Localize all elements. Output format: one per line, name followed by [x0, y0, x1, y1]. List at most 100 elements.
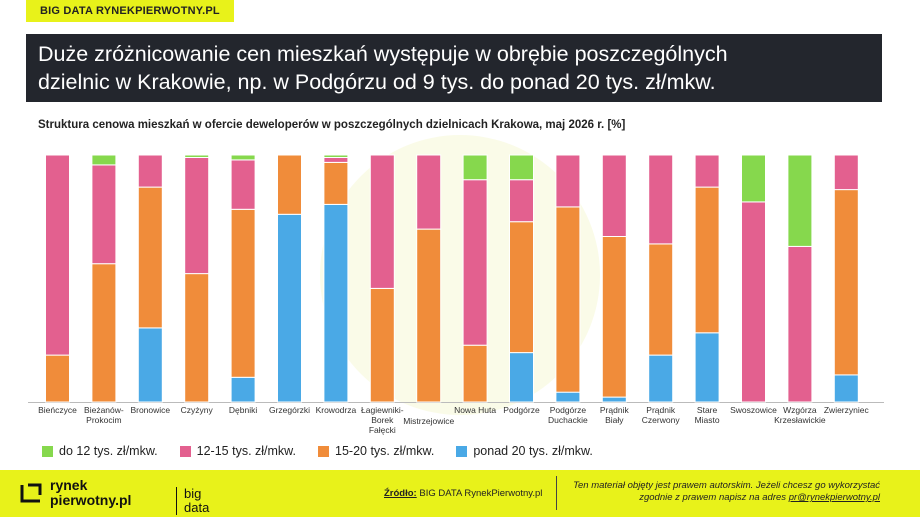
bar-segment-0-2 [45, 154, 70, 356]
bar-segment-10-1 [509, 221, 534, 354]
page-title: Duże zróżnicowanie cen mieszkań występuj… [26, 34, 882, 102]
x-tick-label-2-0: Bronowice [130, 405, 170, 415]
bar-segment-14-2 [694, 154, 720, 188]
bar-segment-17-1 [833, 189, 859, 376]
rynekpierwotny-logo: rynek pierwotny.pl big data [20, 477, 209, 515]
title-line-2: dzielnic w Krakowie, np. w Podgórzu od 9… [38, 70, 716, 94]
bar-segment-1-1 [91, 263, 117, 403]
legend-label: 15-20 tys. zł/mkw. [335, 444, 435, 458]
legend-swatch [456, 445, 468, 457]
copyright-note: Ten materiał objęty jest prawem autorski… [566, 480, 880, 504]
x-tick-label-12-1: Biały [605, 415, 624, 425]
bar-segment-8-2 [416, 154, 442, 230]
bar-segment-16-3 [787, 154, 813, 247]
bar-segment-6-3 [323, 154, 349, 158]
bar-segment-16-2 [787, 245, 813, 403]
bar-segment-8-1 [416, 228, 442, 403]
x-tick-label-1-0: Bieżanów- [84, 405, 124, 415]
chart-legend: do 12 tys. zł/mkw. 12-15 tys. zł/mkw. 15… [42, 444, 593, 458]
bar-segment-14-0 [694, 332, 720, 403]
x-tick-label-1-1: Prokocim [86, 415, 121, 425]
logo-mark-icon [20, 483, 42, 503]
bar-segment-3-2 [184, 157, 210, 275]
bar-segment-5-0 [277, 213, 302, 403]
logo-bigdata-line-1: big [184, 486, 202, 501]
bar-segment-10-0 [509, 352, 534, 403]
bar-segment-13-1 [648, 243, 674, 356]
bar-segment-7-2 [369, 154, 395, 289]
bar-segment-10-2 [509, 179, 534, 223]
copyright-line-2: zgodnie z prawem napisz na adres pr@ryne… [566, 492, 880, 504]
source-text: BIG DATA RynekPierwotny.pl [416, 488, 543, 499]
x-tick-label-17-0: Zwierzyniec [824, 405, 870, 415]
legend-item-under-12: do 12 tys. zł/mkw. [42, 444, 158, 458]
bar-segment-11-2 [555, 154, 581, 208]
legend-swatch [318, 445, 329, 457]
bar-segment-1-3 [91, 154, 117, 166]
legend-item-15-20: 15-20 tys. zł/mkw. [318, 444, 434, 458]
bar-segment-6-2 [323, 157, 349, 163]
bar-segment-9-3 [462, 154, 488, 181]
x-tick-label-11-0: Podgórze [550, 405, 587, 415]
logo-text-line-1: rynek [50, 477, 88, 493]
bar-segment-12-2 [601, 154, 627, 237]
bar-segment-6-1 [323, 161, 349, 205]
bar-segment-12-0 [601, 396, 627, 403]
bar-segment-4-0 [230, 376, 256, 403]
bar-segment-5-1 [277, 154, 302, 215]
bar-segment-3-1 [184, 273, 210, 403]
bar-segment-13-0 [648, 354, 674, 403]
legend-swatch [179, 445, 191, 457]
x-tick-label-3-0: Czyżyny [181, 405, 214, 415]
legend-label: 12-15 tys. zł/mkw. [196, 444, 296, 458]
bar-segment-4-3 [230, 154, 256, 161]
x-tick-label-13-1: Czerwony [642, 415, 681, 425]
logo-bigdata: big data [184, 487, 209, 515]
bar-segment-3-3 [184, 154, 210, 158]
bar-segment-4-1 [230, 208, 256, 378]
x-tick-label-9-0: Nowa Huta [454, 405, 496, 415]
title-line-1: Duże zróżnicowanie cen mieszkań występuj… [38, 42, 728, 66]
x-tick-label-7-2: Fałęcki [369, 425, 396, 435]
x-tick-label-0-0: Bieńczyce [38, 405, 77, 415]
x-tick-label-15-0: Swoszowice [730, 405, 777, 415]
x-tick-label-13-0: Prądnik [646, 405, 676, 415]
legend-item-12-15: 12-15 tys. zł/mkw. [179, 444, 296, 458]
x-tick-label-6-0: Krowodrza [316, 405, 357, 415]
chart-title: Struktura cenowa mieszkań w ofercie dewe… [38, 119, 626, 131]
copyright-line-1: Ten materiał objęty jest prawem autorski… [573, 480, 880, 491]
bar-segment-2-2 [137, 154, 163, 188]
logo-divider [176, 487, 177, 515]
bar-segment-4-2 [230, 159, 256, 210]
x-tick-label-16-0: Wzgórza [783, 405, 817, 415]
brand-tag: BIG DATA RYNEKPIERWOTNY.PL [26, 0, 234, 22]
bar-segment-14-1 [694, 186, 720, 334]
x-tick-label-11-1: Duchackie [548, 415, 588, 425]
x-tick-label-7-1: Borek [371, 415, 394, 425]
footer: rynek pierwotny.pl big data Źródło: BIG … [0, 470, 920, 517]
legend-label: ponad 20 tys. zł/mkw. [473, 444, 593, 458]
x-tick-label-14-1: Miasto [695, 415, 720, 425]
logo-text-line-2: pierwotny.pl [50, 492, 132, 508]
bar-segment-11-1 [555, 206, 581, 393]
legend-swatch [42, 445, 53, 457]
x-tick-label-14-0: Stare [697, 405, 718, 415]
contact-email-link[interactable]: pr@rynekpierwotny.pl [788, 492, 880, 503]
bar-segment-2-0 [137, 327, 163, 403]
bar-segment-13-2 [648, 154, 674, 245]
bar-segment-17-0 [833, 374, 859, 403]
x-tick-label-10-0: Podgórze [503, 405, 540, 415]
footer-divider [556, 476, 557, 510]
x-tick-label-8-0: Mistrzejowice [403, 416, 454, 426]
bar-segment-15-3 [741, 154, 766, 203]
logo-bigdata-line-2: data [184, 500, 210, 515]
bar-segment-0-1 [45, 354, 70, 403]
bar-segment-10-3 [509, 154, 534, 181]
bar-segment-6-0 [323, 203, 349, 403]
copyright-prefix: zgodnie z prawem napisz na adres [639, 492, 789, 503]
legend-item-over-20: ponad 20 tys. zł/mkw. [456, 444, 593, 458]
bar-segment-2-1 [137, 186, 163, 329]
x-tick-label-4-0: Dębniki [229, 405, 257, 415]
bar-segment-9-1 [462, 344, 488, 403]
x-tick-label-7-0: Łagiewniki- [361, 405, 404, 415]
